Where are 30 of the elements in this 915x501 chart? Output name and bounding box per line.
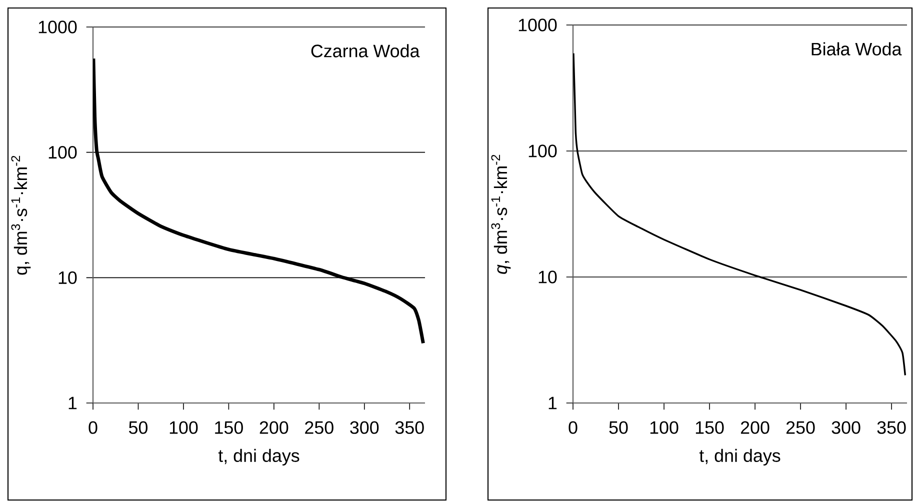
x-tick-label: 300 [832, 421, 860, 434]
y-tick-label: 10 [538, 270, 557, 284]
x-tick-label: 200 [740, 421, 770, 434]
x-tick-label: 250 [305, 421, 334, 434]
x-tick-label: 100 [650, 421, 678, 434]
x-tick-label: 350 [395, 421, 424, 434]
x-tick-label: 100 [170, 421, 198, 434]
y-axis-title: q, dm$^{3}$·s$^{-1}$·km$^{-2}$ [491, 154, 511, 274]
x-tick-label: 150 [696, 421, 724, 434]
x-tick-label: 350 [877, 421, 906, 434]
x-axis-title: t, dni days [699, 448, 780, 466]
x-tick-label: 150 [215, 421, 243, 434]
annotation: Czarna Woda [311, 44, 420, 58]
y-tick-label: 100 [48, 146, 77, 159]
y-tick-label: 1000 [518, 18, 557, 32]
x-tick-label: 50 [609, 421, 628, 434]
y-tick-label: 10 [58, 271, 77, 284]
y-tick-label: 100 [528, 144, 557, 158]
x-axis-title: t, dni days [218, 448, 300, 466]
x-tick-label: 300 [350, 421, 379, 434]
y-axis-title: q, dm$^{3}$·s$^{-1}$·km$^{-2}$ [11, 156, 31, 275]
y-tick-label: 1 [548, 396, 557, 410]
x-tick-label: 250 [786, 421, 815, 434]
y-tick-label: 1000 [38, 20, 77, 34]
y-tick-label: 1 [68, 396, 77, 410]
x-tick-label: 50 [128, 421, 148, 434]
x-tick-label: 0 [568, 421, 578, 434]
x-tick-label: 0 [88, 421, 98, 434]
annotation: Biała Woda [812, 42, 902, 56]
x-tick-label: 200 [260, 421, 288, 434]
